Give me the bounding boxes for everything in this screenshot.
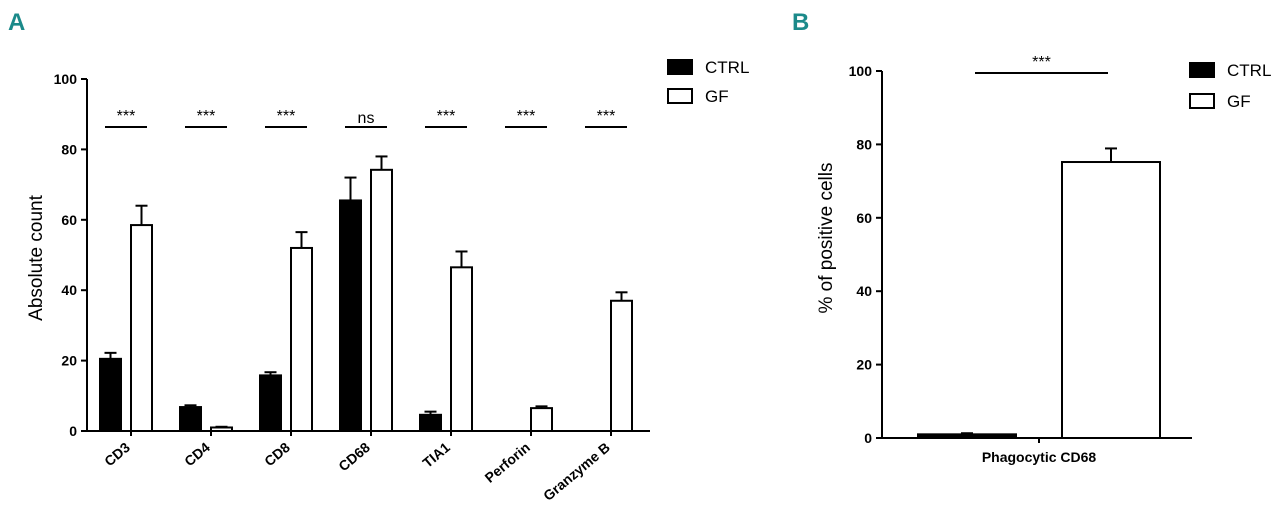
bar-ctrl: [99, 357, 122, 432]
legend-label: GF: [1227, 92, 1251, 111]
bar-ctrl: [179, 406, 202, 432]
y-tick-label: 100: [54, 71, 78, 87]
significance-label: ***: [437, 108, 456, 125]
category-label: CD8: [261, 439, 293, 469]
significance-label: ***: [517, 108, 536, 125]
y-tick-label: 100: [849, 63, 873, 79]
bar-ctrl: [917, 433, 1017, 439]
significance-label: ns: [358, 110, 375, 127]
bar-gf: [290, 246, 313, 432]
significance-label: ***: [597, 108, 616, 125]
panel-a-label: A: [8, 9, 25, 36]
panel-a-chart: 0 20 40 60 80 100 Absolute count CD3 *** CD4 *** CD…: [26, 58, 749, 504]
y-axis-label: % of positive cells: [816, 162, 837, 313]
panel-b-label: B: [792, 9, 809, 36]
bar-gf: [530, 407, 553, 432]
y-tick-label: 0: [69, 423, 77, 439]
category-label: CD4: [181, 439, 213, 469]
y-tick-label: 0: [864, 430, 872, 446]
bar-ctrl: [259, 374, 282, 433]
legend-swatch-gf: [1189, 93, 1215, 109]
category-label: TIA1: [419, 439, 453, 471]
y-tick-label: 20: [61, 353, 77, 369]
bar-gf: [450, 266, 473, 432]
bar-ctrl: [419, 413, 442, 433]
bar-gf: [1061, 161, 1161, 440]
y-tick-label: 20: [856, 357, 872, 373]
legend-label: CTRL: [1227, 61, 1271, 80]
significance-label: ***: [1032, 54, 1051, 71]
category-label: CD3: [101, 439, 133, 469]
y-tick-label: 80: [856, 136, 872, 152]
y-tick-label: 40: [856, 283, 872, 299]
legend-label: CTRL: [705, 58, 749, 77]
y-axis-label: Absolute count: [26, 194, 47, 320]
significance-label: ***: [117, 108, 136, 125]
y-tick-label: 40: [61, 282, 77, 298]
legend-swatch-ctrl: [667, 59, 693, 75]
y-tick-label: 80: [61, 141, 77, 157]
significance-label: ***: [197, 108, 216, 125]
bar-gf: [210, 426, 233, 433]
significance-label: ***: [277, 108, 296, 125]
legend-swatch-gf: [667, 88, 693, 104]
legend-label: GF: [705, 87, 729, 106]
bar-ctrl: [339, 199, 362, 432]
bar-gf: [610, 299, 633, 433]
category-label: Phagocytic CD68: [982, 449, 1097, 465]
category-label: Perforin: [482, 439, 533, 486]
panel-b-chart: 0 20 40 60 80 100 % of positive cells Phagocyti…: [816, 54, 1271, 465]
y-tick-label: 60: [856, 210, 872, 226]
bar-gf: [130, 224, 153, 432]
legend-swatch-ctrl: [1189, 62, 1215, 78]
bar-gf: [370, 168, 393, 432]
category-label: CD68: [335, 439, 373, 474]
y-tick-label: 60: [61, 212, 77, 228]
category-label: Granzyme B: [540, 439, 613, 504]
